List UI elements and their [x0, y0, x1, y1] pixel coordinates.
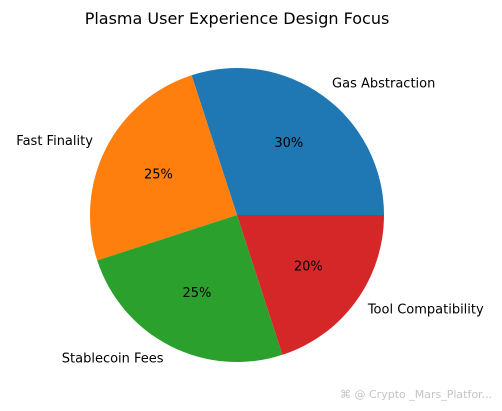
pie-slice-tool-compatibility [237, 215, 384, 355]
pie-label-fast-finality: Fast Finality [16, 134, 93, 149]
pie-value-label-gas-abstraction: 30% [274, 136, 303, 151]
pie-slice-fast-finality [90, 75, 238, 261]
pie-label-tool-compatibility: Tool Compatibility [367, 303, 484, 318]
pie-label-stablecoin-fees: Stablecoin Fees [62, 352, 164, 367]
pie-value-label-stablecoin-fees: 25% [183, 286, 212, 301]
watermark: ⌘ @ Crypto _Mars_Platfor... [340, 388, 493, 401]
pie-slice-stablecoin-fees [97, 215, 283, 362]
pie-slice-gas-abstraction [191, 68, 384, 216]
pie-value-label-fast-finality: 25% [144, 167, 173, 182]
pie-label-gas-abstraction: Gas Abstraction [332, 77, 435, 92]
pie-slices [90, 68, 384, 362]
pie-labels: Gas Abstraction 30% Fast Finality 25% Stable… [16, 77, 484, 367]
pie-value-label-tool-compatibility: 20% [294, 259, 323, 274]
chart-title: Plasma User Experience Design Focus [85, 9, 390, 28]
